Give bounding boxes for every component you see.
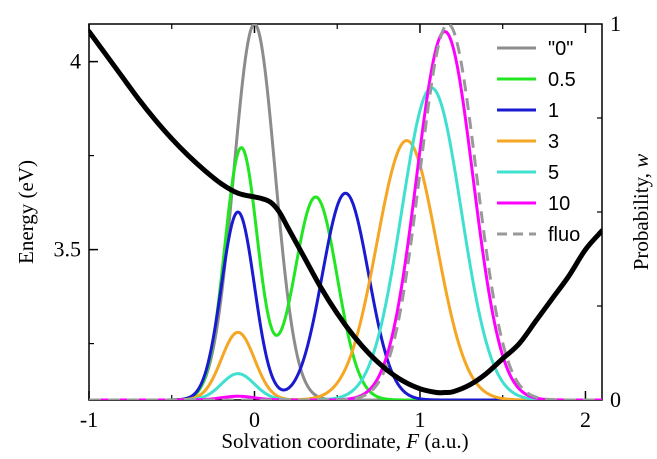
legend-label: 3 [548,131,559,153]
legend-label: fluo [548,224,580,246]
x-axis-title-unit: (a.u.) [419,429,469,453]
legend-label: 10 [548,193,570,215]
y-axis-right-title-text: Probability, [629,168,653,270]
legend-label: 1 [548,100,559,122]
x-tick-label: 2 [580,407,591,432]
probability-line-fluo [89,24,602,400]
x-tick-label: -1 [80,407,98,432]
y-axis-right-title: Probability, w [629,154,653,270]
y-right-tick-label: 0 [610,387,621,412]
x-axis-title-text: Solvation coordinate, [221,429,406,453]
x-axis-title: Solvation coordinate, F (a.u.) [221,429,468,453]
legend-label: 0.5 [548,69,576,91]
probability-line-0 [89,24,602,400]
y-left-tick-label: 3.5 [54,237,82,262]
probability-line-3 [89,139,602,400]
y-axis-left-title: Energy (eV) [14,160,38,264]
legend-label: "0" [548,38,573,60]
x-tick-label: 1 [414,407,425,432]
probability-line-10 [89,30,602,400]
y-axis-right-title-variable: w [629,154,653,168]
legend: "0" 0.5 1 3 5 10 fluo [497,38,580,246]
probability-line-0.5 [89,146,602,400]
energy-curve [89,29,602,396]
y-right-tick-label: 1 [610,11,621,36]
y-left-tick-label: 4 [70,49,81,74]
x-tick-label: 0 [249,407,260,432]
x-axis-title-variable: F [405,429,419,453]
legend-label: 5 [548,162,559,184]
tick-labels-group: -1 0 1 2 3.5 4 0 1 [54,11,622,432]
